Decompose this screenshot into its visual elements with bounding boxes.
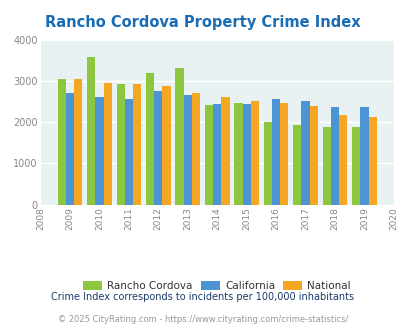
Bar (330, 107, 338, 205)
Bar (263, 122, 271, 205)
Bar (301, 101, 309, 205)
Bar (322, 127, 330, 205)
Bar (146, 73, 154, 205)
Bar (234, 103, 242, 205)
Bar (154, 91, 162, 205)
Bar (242, 104, 250, 205)
Bar (351, 127, 359, 205)
Bar (124, 99, 133, 205)
Text: © 2025 CityRating.com - https://www.cityrating.com/crime-statistics/: © 2025 CityRating.com - https://www.city… (58, 315, 347, 324)
Bar (74, 79, 82, 205)
Bar (116, 84, 124, 205)
Bar (292, 125, 301, 205)
Bar (192, 93, 200, 205)
Bar (221, 97, 229, 205)
Bar (213, 104, 221, 205)
Bar (66, 93, 74, 205)
Bar (87, 57, 95, 205)
Bar (279, 103, 288, 205)
Text: Rancho Cordova Property Crime Index: Rancho Cordova Property Crime Index (45, 15, 360, 30)
Bar (133, 84, 141, 205)
Bar (175, 69, 183, 205)
Bar (183, 95, 192, 205)
Bar (103, 83, 111, 205)
Bar (368, 117, 376, 205)
Bar (309, 106, 317, 205)
Legend: Rancho Cordova, California, National: Rancho Cordova, California, National (79, 277, 354, 295)
Bar (338, 115, 346, 205)
Bar (205, 105, 213, 205)
Bar (58, 79, 66, 205)
Bar (271, 99, 279, 205)
Text: Crime Index corresponds to incidents per 100,000 inhabitants: Crime Index corresponds to incidents per… (51, 292, 354, 302)
Bar (359, 107, 368, 205)
Bar (162, 86, 170, 205)
Bar (250, 101, 258, 205)
Bar (95, 96, 103, 205)
